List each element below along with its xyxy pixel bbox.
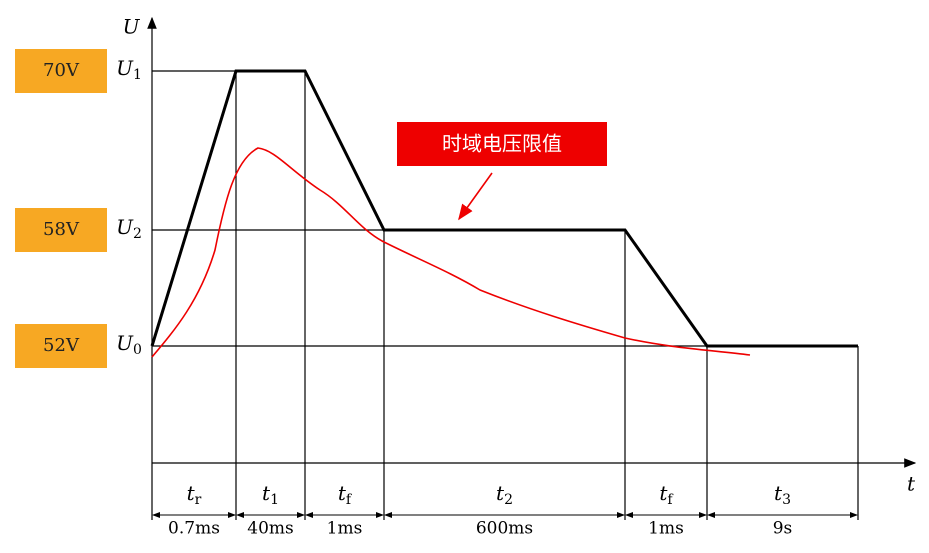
segment-label: t1 [262,481,279,509]
measured-curve [151,147,751,358]
duration: 1ms [648,519,684,539]
badge-label: 52V [43,335,80,356]
level-label-sub: 1 [133,67,142,83]
level-label-symbol: U [116,56,134,80]
annotation: 时域电压限值 [442,132,562,156]
annotation-box [397,122,607,166]
grid [147,16,917,520]
segment-label-symbol: t [338,481,347,505]
badge-label: 58V [43,219,80,240]
y-axis-label: U [123,15,141,39]
duration: 1ms [327,519,363,539]
x-axis-label: t [907,472,916,496]
segment-label-sub: f [346,492,353,508]
badge-label: 70V [43,60,80,81]
segment-label-symbol: t [659,481,668,505]
duration: 9s [773,519,793,539]
segment-label: t3 [774,481,791,509]
segment-label: tf [338,481,353,509]
segment-label-symbol: t [774,481,783,505]
level-label: U2 [116,215,142,243]
segment-label: tr [187,481,202,509]
segment-label: tf [659,481,674,509]
segment-label: t2 [496,481,513,509]
level-label-symbol: U [116,331,134,355]
level-label-symbol: U [116,215,134,239]
badge [15,208,107,252]
segment-label-sub: f [667,492,674,508]
level-label-sub: 0 [133,342,142,358]
badge [15,49,107,93]
segment-label-sub: 2 [504,492,513,508]
badge [15,324,107,368]
level-label-sub: 2 [133,226,142,242]
segment-label-sub: 3 [782,492,791,508]
duration: 0.7ms [168,519,220,539]
segment-label-symbol: t [496,481,505,505]
annotation-arrow [458,172,493,221]
limit-profile [150,69,858,348]
level-label: U0 [116,331,142,359]
segment-label-sub: 1 [270,492,279,508]
segment-label-symbol: t [187,481,196,505]
segment-label-sub: r [195,492,202,508]
level-label: U1 [116,56,142,84]
segment-label-symbol: t [262,481,271,505]
duration: 40ms [247,519,293,539]
duration: 600ms [476,519,533,539]
